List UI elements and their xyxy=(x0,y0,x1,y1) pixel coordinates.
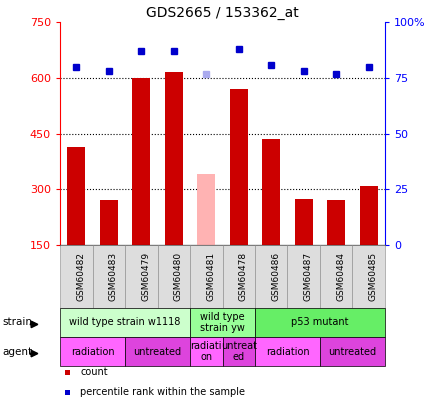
Text: untreated: untreated xyxy=(328,347,376,356)
Bar xyxy=(360,185,378,245)
Bar xyxy=(132,78,150,245)
Bar xyxy=(100,200,118,245)
Text: GSM60478: GSM60478 xyxy=(239,252,248,301)
Bar xyxy=(67,147,85,245)
Text: GSM60482: GSM60482 xyxy=(77,252,85,301)
Bar xyxy=(327,200,345,245)
Text: radiation: radiation xyxy=(266,347,309,356)
Text: GSM60479: GSM60479 xyxy=(142,252,150,301)
Text: p53 mutant: p53 mutant xyxy=(291,318,349,327)
Text: GSM60485: GSM60485 xyxy=(368,252,378,301)
Text: GSM60481: GSM60481 xyxy=(206,252,215,301)
Bar xyxy=(295,198,313,245)
Text: count: count xyxy=(80,367,108,377)
Text: agent: agent xyxy=(2,347,32,356)
Text: GSM60483: GSM60483 xyxy=(109,252,118,301)
Text: wild type
strain yw: wild type strain yw xyxy=(200,311,245,333)
Text: GSM60487: GSM60487 xyxy=(303,252,313,301)
Text: untreated: untreated xyxy=(134,347,182,356)
Title: GDS2665 / 153362_at: GDS2665 / 153362_at xyxy=(146,6,299,20)
Text: percentile rank within the sample: percentile rank within the sample xyxy=(80,388,245,397)
Bar xyxy=(165,72,183,245)
Text: strain: strain xyxy=(2,318,32,327)
Text: radiati
on: radiati on xyxy=(190,341,222,362)
Text: radiation: radiation xyxy=(71,347,114,356)
Text: GSM60480: GSM60480 xyxy=(174,252,183,301)
Text: GSM60486: GSM60486 xyxy=(271,252,280,301)
Text: wild type strain w1118: wild type strain w1118 xyxy=(69,318,181,327)
Text: GSM60484: GSM60484 xyxy=(336,252,345,301)
Bar xyxy=(230,89,248,245)
Bar xyxy=(262,139,280,245)
Bar xyxy=(197,175,215,245)
Text: untreat
ed: untreat ed xyxy=(221,341,257,362)
